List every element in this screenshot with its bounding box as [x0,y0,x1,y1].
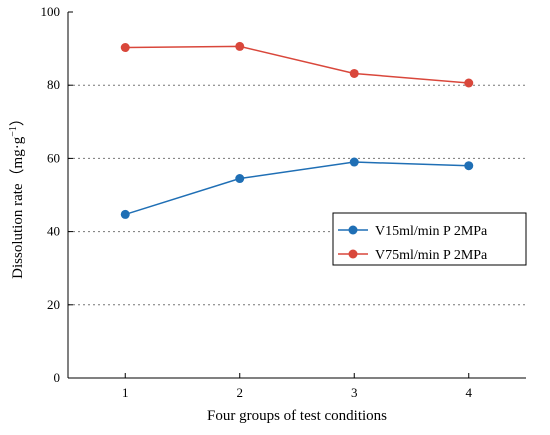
series-group [120,41,474,219]
legend-marker-2 [348,249,358,259]
series-1-point-1 [120,209,130,219]
grid-lines [68,84,526,306]
y-axis-title-main: Dissolution rate（mg·g [9,136,26,279]
series-1-point-4 [464,161,474,171]
series-line-1 [125,161,469,216]
series-2-point-2 [235,41,245,51]
axes [67,12,526,379]
x-tick-label-0: 1 [122,385,129,400]
legend-box [332,212,527,266]
series-2-point-1 [120,43,130,53]
y-ticks: 0 20 40 60 80 100 [41,4,73,385]
y-tick-label-5: 100 [41,4,61,19]
y-tick-label-1: 20 [47,297,60,312]
series-line-2 [125,45,469,84]
legend-label-2: V75ml/min P 2MPa [375,248,488,263]
y-axis-title-sup: −1 [8,126,19,137]
series-2-point-4 [464,78,474,88]
x-tick-label-3: 4 [466,385,473,400]
series-2-point-3 [349,68,359,78]
legend: V15ml/min P 2MPa V75ml/min P 2MPa [332,212,527,266]
series-1-point-2 [235,174,245,184]
y-tick-label-4: 80 [47,77,60,92]
x-ticks: 1 2 3 4 [122,373,473,400]
y-tick-label-2: 40 [47,224,60,239]
x-tick-label-1: 2 [237,385,244,400]
legend-marker-1 [348,225,358,235]
x-tick-label-2: 3 [351,385,358,400]
legend-label-1: V15ml/min P 2MPa [375,224,488,239]
y-axis-title-close: ） [9,111,26,126]
x-axis-title: Four groups of test conditions [207,408,387,424]
series-1-point-3 [349,157,359,167]
y-tick-label-0: 0 [54,370,61,385]
y-axis-title: Dissolution rate（mg·g−1） [8,111,26,279]
y-tick-label-3: 60 [47,150,60,165]
